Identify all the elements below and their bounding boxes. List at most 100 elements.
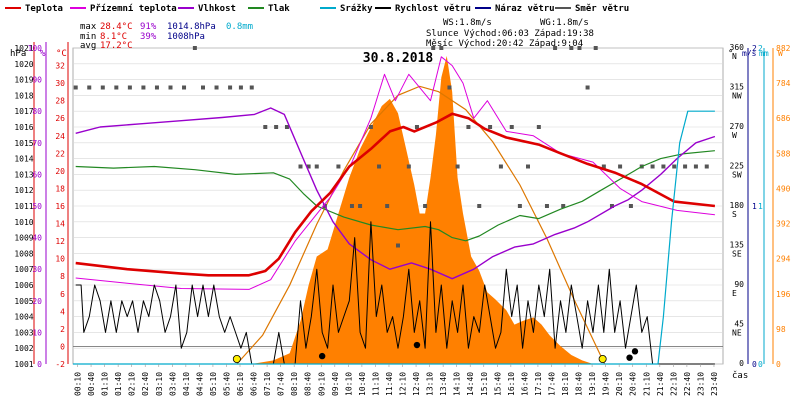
pressure-tick-label: 1002 — [14, 344, 33, 353]
stat-max-rain: 0.8mm — [226, 22, 253, 32]
time-tick-label: 01:40 — [114, 372, 123, 396]
wind-direction-point — [517, 204, 522, 208]
direction-compass-label: NW — [732, 92, 742, 101]
time-tick-label: 23:40 — [710, 372, 719, 396]
wind-direction-point — [396, 243, 400, 248]
solar-tick-label: 784 — [776, 79, 791, 88]
time-tick-label: 21:10 — [642, 372, 651, 396]
pressure-unit: hPa — [10, 49, 26, 59]
pressure-tick-label: 1017 — [14, 107, 33, 116]
time-tick-label: 07:10 — [263, 372, 272, 396]
temperature-unit: °C — [56, 49, 67, 59]
sunset-marker — [598, 354, 607, 363]
time-tick-label: 09:40 — [331, 372, 340, 396]
wind-direction-point — [526, 164, 530, 169]
wind-direction-point — [406, 164, 411, 169]
solar-theoretical-line — [236, 85, 606, 365]
wind-direction-point — [192, 46, 197, 50]
pressure-tick-label: 1018 — [14, 91, 33, 100]
legend-label: Přízemní teplota — [90, 4, 177, 14]
wind-direction-point — [100, 85, 105, 90]
pressure-tick-label: 1010 — [14, 218, 33, 227]
direction-compass-label: SE — [732, 250, 742, 259]
wind-direction-point — [73, 85, 78, 90]
solar-tick-label: 686 — [776, 114, 791, 123]
direction-tick-label: 0 — [739, 359, 744, 368]
solar-area — [251, 55, 593, 365]
direction-compass-label: S — [732, 210, 737, 219]
wind-direction-point — [585, 85, 590, 90]
temperature-tick-label: 20 — [55, 167, 65, 176]
time-tick-label: 13:40 — [439, 372, 448, 396]
temperature-tick-label: 0 — [60, 342, 65, 351]
stat-ws: WS:1.8m/s — [443, 18, 492, 28]
legend-label: Srážky — [340, 4, 373, 14]
direction-compass-label: NE — [732, 329, 742, 338]
pressure-tick-label: 1001 — [14, 360, 33, 369]
temperature-tick-label: 28 — [55, 97, 65, 106]
wind-direction-point — [306, 164, 311, 169]
wind-direction-point — [336, 164, 341, 169]
wind-tick-label: 2 — [752, 44, 757, 53]
rain-event-dot — [318, 352, 326, 360]
solar-tick-label: 294 — [776, 255, 791, 264]
time-tick-label: 06:40 — [250, 372, 259, 396]
chart-title: 30.8.2018 — [363, 51, 434, 66]
temperature-tick-label: 10 — [55, 255, 65, 264]
time-tick-label: 17:10 — [534, 372, 543, 396]
pressure-tick-label: 1009 — [14, 234, 33, 243]
time-tick-label: 19:10 — [588, 372, 597, 396]
wind-direction-point — [498, 164, 503, 169]
wind-direction-point — [672, 164, 677, 169]
wind-direction-point — [466, 125, 471, 129]
pressure-tick-label: 1011 — [14, 202, 33, 211]
wind-direction-point — [577, 46, 582, 50]
temperature-tick-label: 22 — [55, 149, 65, 158]
wind-direction-point — [249, 85, 254, 90]
humidity-tick-label: 20 — [32, 297, 42, 306]
ground-temperature-line — [75, 56, 715, 290]
rain-tick-label: 0 — [758, 360, 763, 369]
temperature-tick-label: 4 — [60, 307, 65, 316]
humidity-tick-label: 50 — [32, 202, 42, 211]
pressure-tick-label: 1016 — [14, 123, 33, 132]
wind-direction-point — [561, 204, 566, 208]
temperature-tick-label: 30 — [55, 79, 65, 88]
solar-unit: W — [778, 49, 783, 58]
pressure-tick-label: 1020 — [14, 60, 33, 69]
time-tick-label: 14:10 — [453, 372, 462, 396]
humidity-tick-label: 100 — [28, 44, 43, 53]
pressure-tick-label: 1008 — [14, 249, 33, 258]
pressure-tick-label: 1006 — [14, 281, 33, 290]
rain-tick-label: 1 — [758, 202, 763, 211]
pressure-line — [75, 150, 715, 242]
temperature-tick-label: 12 — [55, 237, 65, 246]
stat-max-press: 1014.8hPa — [167, 22, 216, 32]
legend-label: Rychlost větru — [395, 3, 471, 14]
pressure-tick-label: 1007 — [14, 265, 33, 274]
series-lines — [73, 46, 716, 365]
time-tick-label: 20:40 — [629, 372, 638, 396]
stat-max-label: max — [80, 22, 97, 32]
time-tick-label: 16:40 — [520, 372, 529, 396]
time-tick-label: 23:10 — [696, 372, 705, 396]
pressure-tick-label: 1015 — [14, 139, 33, 148]
humidity-line — [75, 107, 716, 280]
wind-direction-point — [683, 164, 688, 169]
pressure-tick-label: 1004 — [14, 313, 33, 322]
stat-min-label: min — [80, 32, 96, 42]
time-tick-label: 12:10 — [399, 372, 408, 396]
time-tick-label: 05:10 — [209, 372, 218, 396]
direction-tick-label: 225 — [730, 162, 745, 171]
humidity-tick-label: 70 — [32, 139, 42, 148]
wind-unit: m/s — [742, 49, 757, 58]
humidity-unit: % — [40, 49, 46, 59]
wind-direction-point — [274, 125, 279, 129]
wind-direction-point — [544, 204, 549, 208]
time-tick-label: 21:40 — [656, 372, 665, 396]
temperature-tick-label: 2 — [60, 325, 65, 334]
time-tick-label: 00:10 — [74, 372, 83, 396]
wind-direction-point — [87, 85, 92, 90]
time-tick-label: 06:10 — [236, 372, 245, 396]
